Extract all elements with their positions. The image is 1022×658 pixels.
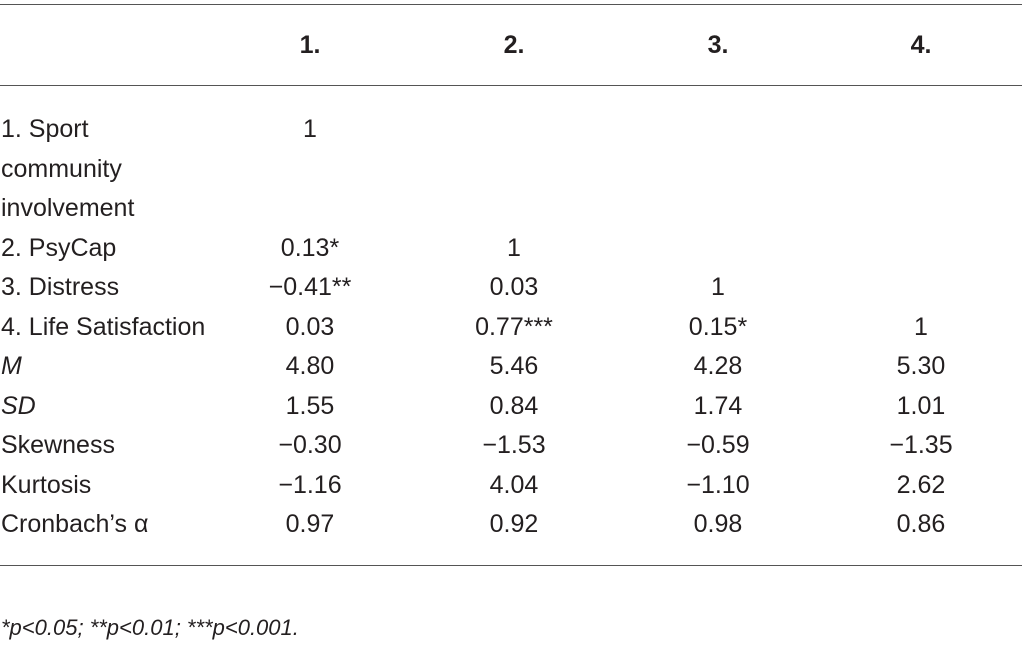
column-header: 3. xyxy=(707,30,729,59)
row-label: Skewness xyxy=(1,431,115,459)
row-label: 4. Life Satisfaction xyxy=(1,312,206,341)
column-header: 2. xyxy=(503,30,525,59)
table-cell: 4.80 xyxy=(285,352,335,380)
table-row: Cronbach’s α 0.97 0.92 0.98 0.86 xyxy=(0,505,1022,565)
table-cell: −1.10 xyxy=(686,470,750,499)
table-cell: 0.03 xyxy=(285,312,335,341)
table-row: SD 1.55 0.84 1.74 1.01 xyxy=(0,387,1022,427)
row-label: Kurtosis xyxy=(1,470,92,499)
table-row: 4. Life Satisfaction 0.03 0.77*** 0.15* 1 xyxy=(0,308,1022,348)
row-label: Cronbach’s α xyxy=(1,510,149,538)
table-row: 1. Sport community involvement 1 xyxy=(0,86,1022,229)
row-label: 1. Sport community involvement xyxy=(1,115,135,222)
footnote: *p<0.05; **p<0.01; ***p<0.001. xyxy=(1,615,299,640)
column-header: 4. xyxy=(910,30,932,59)
table-cell: 1 xyxy=(507,233,521,262)
table-cell: 1.55 xyxy=(285,391,335,420)
column-header: 1. xyxy=(299,30,321,59)
row-label: SD xyxy=(1,391,36,420)
empty-cell xyxy=(820,229,1022,269)
table-cell: 4.28 xyxy=(693,352,743,380)
table-row: 3. Distress −0.41** 0.03 1 xyxy=(0,268,1022,308)
header-row: 1. 2. 3. 4. xyxy=(0,4,1022,86)
table-cell: 1 xyxy=(914,312,928,341)
row-label: M xyxy=(1,352,22,380)
table-cell: −1.53 xyxy=(482,431,546,459)
correlation-table: 1. 2. 3. 4. 1. Sport community involvement 1… xyxy=(0,4,1022,566)
table-cell: −1.35 xyxy=(889,431,953,459)
table-row: Kurtosis −1.16 4.04 −1.10 2.62 xyxy=(0,466,1022,506)
table-cell: −1.16 xyxy=(278,470,342,499)
table-cell: 0.97 xyxy=(285,510,335,538)
table-cell: 0.86 xyxy=(896,510,946,538)
table-cell: −0.59 xyxy=(686,431,750,459)
table-cell: 1.01 xyxy=(896,391,946,420)
empty-cell xyxy=(616,229,820,269)
table-cell: −0.41** xyxy=(268,273,352,301)
empty-cell xyxy=(616,86,820,229)
table-cell: 0.03 xyxy=(489,273,539,301)
row-label: 3. Distress xyxy=(1,273,120,301)
table-cell: 0.98 xyxy=(693,510,743,538)
table-cell: 0.15* xyxy=(688,312,748,341)
table-row: Skewness −0.30 −1.53 −0.59 −1.35 xyxy=(0,426,1022,466)
table-row: 2. PsyCap 0.13* 1 xyxy=(0,229,1022,269)
empty-cell xyxy=(820,268,1022,308)
table-cell: 5.46 xyxy=(489,352,539,380)
table-cell: 2.62 xyxy=(896,470,946,499)
empty-cell xyxy=(412,86,616,229)
table-cell: 5.30 xyxy=(896,352,946,380)
row-label: 2. PsyCap xyxy=(1,233,117,262)
table-cell: 0.13* xyxy=(280,233,340,262)
table-cell: 4.04 xyxy=(489,470,539,499)
table-row: M 4.80 5.46 4.28 5.30 xyxy=(0,347,1022,387)
table-cell: 1 xyxy=(711,273,725,301)
empty-cell xyxy=(820,86,1022,229)
table-cell: 0.77*** xyxy=(475,312,553,341)
table-cell: 0.92 xyxy=(489,510,539,538)
table-cell: 0.84 xyxy=(489,391,539,420)
table-cell: −0.30 xyxy=(278,431,342,459)
table-cell: 1 xyxy=(303,115,317,143)
table-cell: 1.74 xyxy=(693,391,743,420)
header-cell xyxy=(0,5,208,86)
